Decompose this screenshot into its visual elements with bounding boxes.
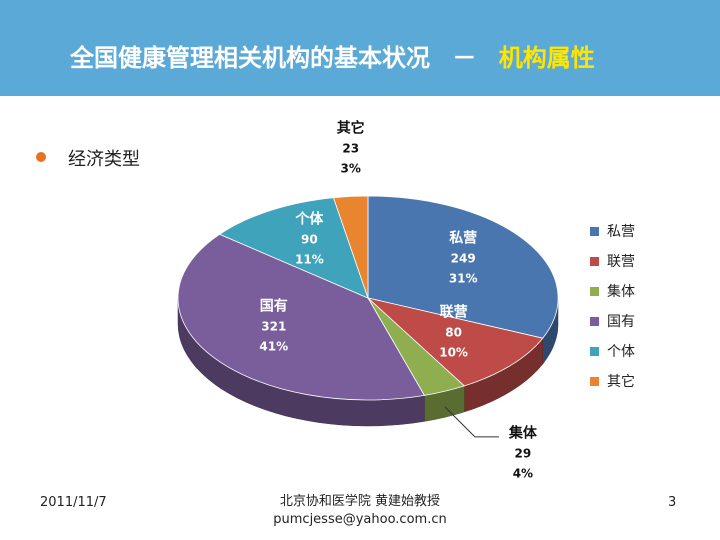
legend-label: 私营	[607, 224, 635, 240]
slice-label-国有-0: 国有	[260, 298, 288, 315]
pie-slice-私营	[367, 195, 559, 339]
slice-label-集体-2: 4%	[513, 466, 533, 480]
legend-swatch	[590, 286, 599, 296]
legend-item-联营: 联营	[590, 246, 635, 276]
legend-label: 个体	[607, 344, 635, 360]
footer-author: 北京协和医学院 黄建始教授	[279, 494, 441, 509]
slice-label-其它-2: 3%	[341, 161, 361, 175]
slice-label-国有-2: 41%	[259, 340, 288, 354]
slice-label-私营-0: 私营	[449, 229, 477, 246]
slice-label-个体-0: 个体	[294, 211, 324, 228]
slice-label-私营-1: 249	[451, 251, 476, 265]
slice-label-集体-0: 集体	[508, 424, 538, 441]
slice-label-其它-0: 其它	[337, 119, 365, 136]
slide-title-main: 全国健康管理相关机构的基本状况	[70, 44, 430, 72]
slice-label-个体-1: 90	[301, 233, 318, 247]
pie-slice-其它	[332, 195, 369, 299]
legend-swatch	[590, 226, 599, 236]
leader-line-集体	[444, 406, 499, 438]
bullet-dot-icon	[36, 152, 46, 162]
legend-item-私营: 私营	[590, 216, 635, 246]
slide-title-accent: 机构属性	[498, 44, 595, 72]
legend-label: 联营	[607, 254, 635, 270]
pie-slice-国有	[177, 233, 426, 401]
title-bar: 全国健康管理相关机构的基本状况 － 机构属性	[0, 0, 720, 96]
legend-item-集体: 集体	[590, 276, 635, 306]
pie-slice-个体	[218, 197, 369, 299]
legend-label: 国有	[607, 314, 635, 330]
legend-swatch	[590, 316, 599, 326]
slice-label-联营-2: 10%	[439, 345, 468, 359]
legend-item-个体: 个体	[590, 336, 635, 366]
slide-title: 全国健康管理相关机构的基本状况 － 机构属性	[70, 38, 595, 73]
slice-label-私营-2: 31%	[449, 271, 478, 285]
slide-title-separator: －	[452, 44, 477, 72]
legend-swatch	[590, 376, 599, 386]
chart-legend: 私营联营集体国有个体其它	[590, 216, 635, 396]
legend-item-国有: 国有	[590, 306, 635, 336]
footer-credit: 北京协和医学院 黄建始教授 pumcjesse@yahoo.com.cn	[250, 493, 470, 529]
slice-label-其它-1: 23	[342, 141, 359, 155]
legend-swatch	[590, 256, 599, 266]
footer-email: pumcjesse@yahoo.com.cn	[273, 512, 447, 527]
slice-label-联营-1: 80	[445, 325, 462, 339]
bullet-text: 经济类型	[68, 149, 140, 170]
legend-item-其它: 其它	[590, 366, 635, 396]
slice-label-个体-2: 11%	[295, 253, 324, 267]
legend-label: 集体	[607, 284, 635, 300]
legend-label: 其它	[607, 374, 635, 390]
footer-date: 2011/11/7	[40, 495, 107, 510]
slice-label-集体-1: 29	[515, 446, 532, 460]
pie-slice-联营	[366, 297, 544, 387]
slice-label-国有-1: 321	[261, 320, 286, 334]
legend-swatch	[590, 346, 599, 356]
page-number: 3	[668, 495, 677, 510]
slice-label-联营-0: 联营	[440, 303, 468, 320]
